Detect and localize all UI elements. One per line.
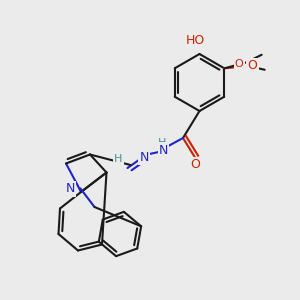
- Text: N: N: [159, 143, 168, 157]
- Text: O: O: [190, 158, 200, 172]
- Text: O: O: [248, 59, 258, 72]
- Text: O: O: [235, 59, 244, 69]
- Text: H: H: [114, 154, 123, 164]
- Text: N: N: [66, 182, 75, 196]
- Text: N: N: [139, 151, 149, 164]
- Text: HO: HO: [185, 34, 205, 47]
- Text: H: H: [158, 137, 166, 148]
